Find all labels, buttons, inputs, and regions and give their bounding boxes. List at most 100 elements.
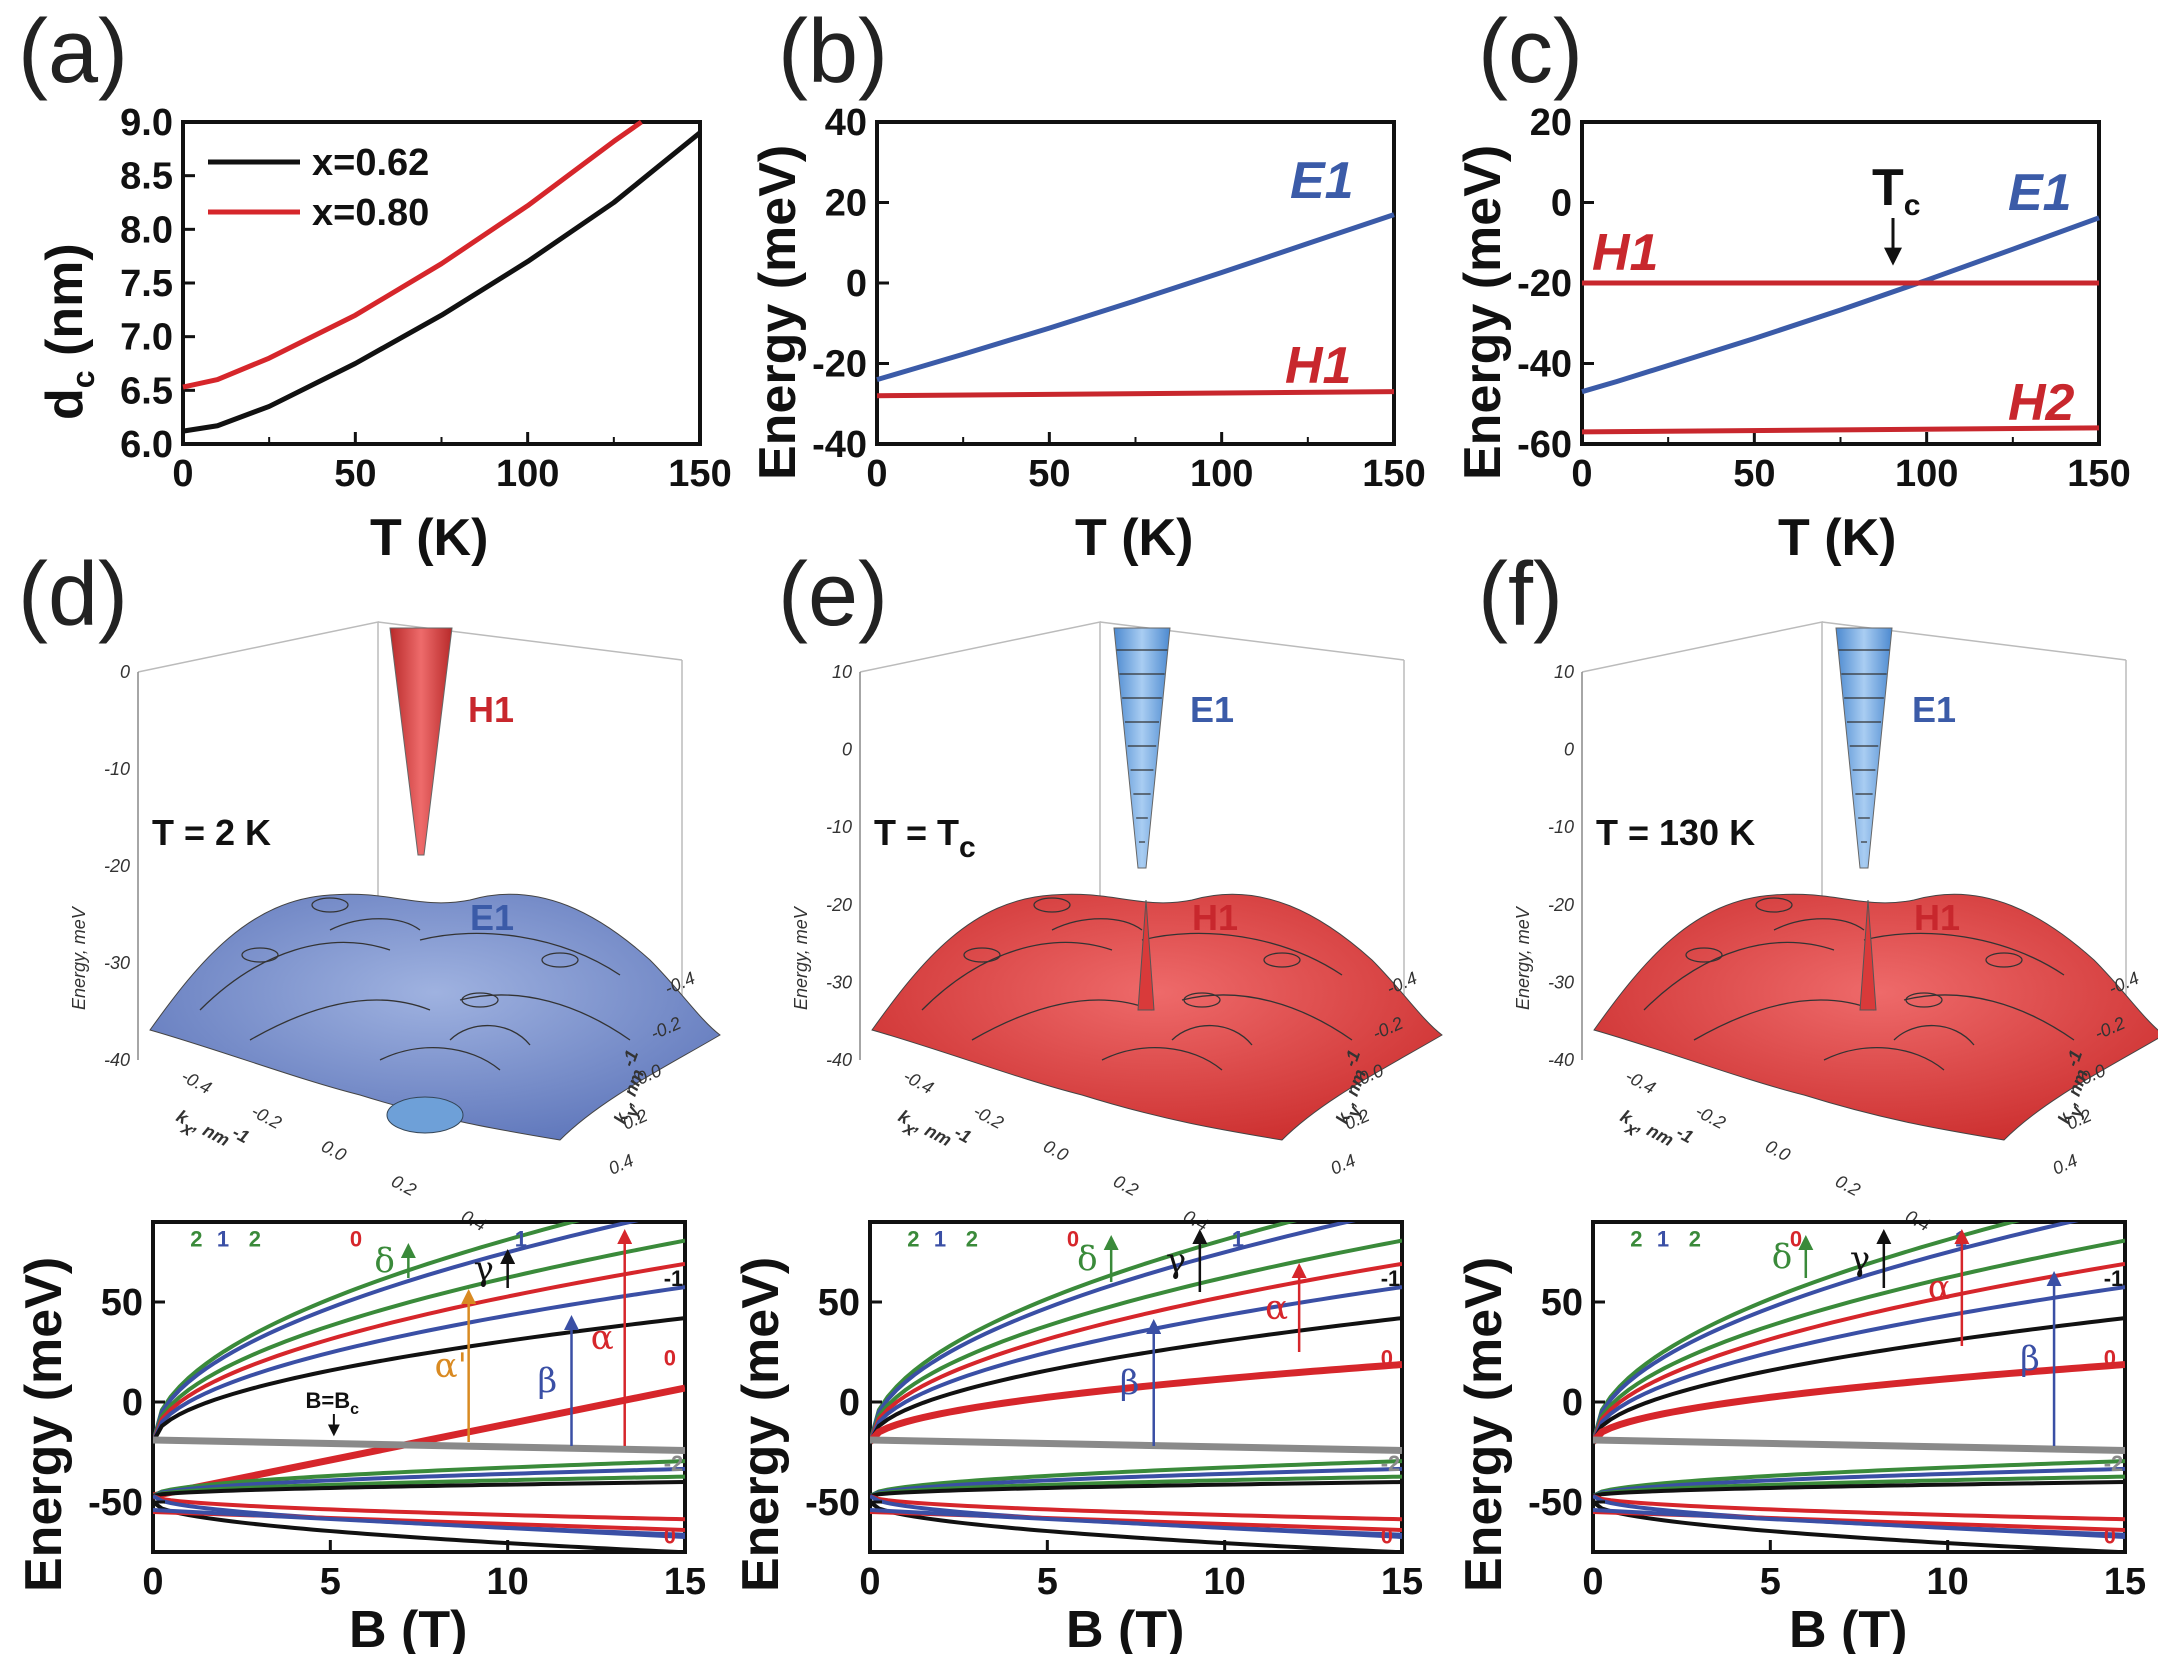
lower-band-label: H1 [1192, 897, 1238, 938]
y-tick-label: -40 [1517, 344, 1572, 386]
z-tick-label: -20 [104, 856, 130, 876]
x-axis-label-a: T (K) [370, 509, 488, 567]
extremum-ring [1263, 952, 1301, 968]
y-tick-label: -50 [805, 1482, 860, 1524]
level-label: 0 [350, 1227, 362, 1252]
series-line-h1 [876, 389, 1395, 399]
x-tick-label: 50 [334, 453, 376, 495]
level-label: 0 [2104, 1524, 2116, 1549]
level-label: 0 [664, 1345, 676, 1370]
level-lower-down-0 [870, 1494, 1402, 1522]
level-lower-blue-flat [153, 1508, 685, 1539]
lower-band-label: E1 [470, 897, 514, 938]
contour-line [1863, 932, 2065, 976]
level-label: 2 [1630, 1227, 1642, 1252]
x-tick-label: 0 [1571, 453, 1592, 495]
series-line-e1 [1581, 215, 2100, 395]
cone-band [1835, 627, 1893, 869]
level-label: 0 [1381, 1524, 1393, 1549]
x-tick-label: 100 [1895, 453, 1958, 495]
y-tick-label: 50 [818, 1282, 860, 1324]
y-tick-label: -20 [812, 344, 867, 386]
a-ticks: 0 50 100 150 6.0 6.5 7.0 7.5 8.0 8.5 9.0 [120, 102, 732, 495]
b-lines [876, 212, 1395, 399]
transition-label: δ [374, 1241, 394, 1281]
upper-band-label: H1 [468, 689, 514, 730]
b-ticks: 0 50 100 150 -40 -20 0 20 40 [812, 102, 1426, 495]
x-tick-label: 15 [664, 1561, 706, 1603]
x-tick-label: 15 [1381, 1561, 1423, 1603]
temperature-label: T = 130 K [1596, 812, 1755, 853]
x-tick-label: 100 [496, 453, 559, 495]
temperature-sub: c [959, 831, 976, 864]
z-tick-label: -10 [104, 759, 130, 779]
level-blue-upper [153, 1222, 639, 1443]
z-tick-label: -30 [104, 953, 130, 973]
y-axis-label-c: Energy (meV) [1454, 145, 1512, 480]
extremum-ring [541, 952, 579, 968]
kx-tick-label: -0.2 [1692, 1101, 1729, 1133]
level-green-upper-2 [1593, 1238, 2125, 1443]
z-tick-label: 10 [832, 662, 852, 682]
dispersion-surface [871, 893, 1443, 1141]
ky-tick-label: -0.4 [2105, 968, 2141, 999]
level-lower-0 [153, 1459, 685, 1498]
level-blue-upper [1593, 1222, 2079, 1443]
transition-label: β [2020, 1339, 2040, 1379]
y-tick-label: 6.0 [120, 424, 173, 466]
x-tick-label: 15 [2104, 1561, 2146, 1603]
upper-band-label: E1 [1912, 689, 1956, 730]
landau-level-lines [1593, 1222, 2125, 1552]
transition-label: γ [474, 1249, 494, 1289]
level-label: 2 [1689, 1227, 1701, 1252]
z-tick-label: -40 [1548, 1050, 1574, 1070]
level-green-upper [870, 1222, 1298, 1443]
lower-band-label: H1 [1914, 897, 1960, 938]
extremum-ring [963, 947, 1001, 963]
level-black-upper [153, 1316, 685, 1443]
contour-line [921, 941, 1113, 1011]
z-tick-label: -40 [826, 1050, 852, 1070]
band-label-h1-b: H1 [1285, 337, 1351, 395]
level-label: 2 [249, 1227, 261, 1252]
plot-frame-a [181, 120, 702, 446]
y-tick-label: 8.5 [120, 156, 173, 198]
z-axis-title: Energy, meV [791, 905, 811, 1010]
contour-line [1051, 918, 1143, 931]
z-tick-label: -30 [1548, 972, 1574, 992]
dispersion-surface [149, 893, 721, 1141]
kx-tick-label: -0.4 [900, 1066, 937, 1098]
contour-line [249, 999, 431, 1041]
level-blue-upper [870, 1222, 1356, 1443]
x-axis-label: B (T) [1066, 1601, 1184, 1654]
y-tick-label: 7.0 [120, 317, 173, 359]
panel-d-3d-surface: 0 -10 -20 -30 -40 Energy, meV T = 2 K H1 E1 -0.4 0… [69, 621, 721, 1235]
x-tick-label: 0 [142, 1561, 163, 1603]
level-red-upper [1593, 1261, 2125, 1443]
c-ticks: 0 50 100 150 -60 -40 -20 0 20 [1517, 102, 2131, 495]
level-lower-3 [153, 1480, 685, 1498]
contour-line [1141, 932, 1343, 976]
transition-label: α [1928, 1268, 1951, 1308]
x-tick-label: 150 [2067, 453, 2130, 495]
x-axis-label: B (T) [349, 1601, 467, 1654]
level-blue-upper-2 [1593, 1285, 2125, 1443]
level-label: 2 [966, 1227, 978, 1252]
level-lower-2 [1593, 1474, 2125, 1498]
level-zero-thick [1593, 1361, 2125, 1445]
extremum-ring [241, 947, 279, 963]
contour-line [1693, 999, 1875, 1041]
y-tick-label: 20 [1530, 102, 1572, 144]
z-tick-label: -10 [826, 817, 852, 837]
panel-letter-a: (a) [18, 2, 128, 102]
y-tick-label: 40 [825, 102, 867, 144]
panel-letter-c: (c) [1478, 2, 1583, 102]
panel-letter-e: (e) [778, 545, 888, 645]
y-tick-label: 0 [122, 1382, 143, 1424]
y-tick-label: 20 [825, 183, 867, 225]
y-axis-label-b: Energy (meV) [749, 145, 807, 480]
y-axis-label: Energy (meV) [1455, 1257, 1513, 1592]
level-green-upper [153, 1222, 581, 1443]
